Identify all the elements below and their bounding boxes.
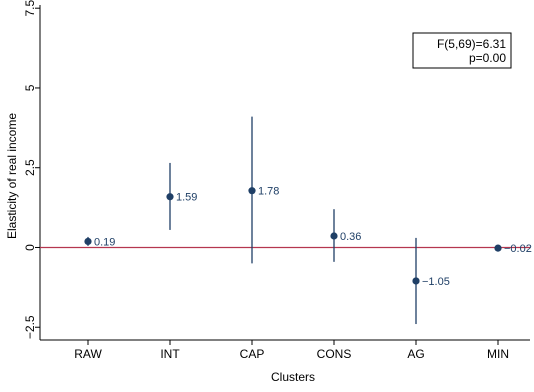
y-tick-label: 7.5 xyxy=(23,0,37,17)
y-tick-label: −2.5 xyxy=(23,315,37,339)
annotation-box xyxy=(412,32,512,69)
x-tick-label: AG xyxy=(407,347,424,361)
data-label: 1.59 xyxy=(176,192,197,204)
data-point xyxy=(412,277,420,285)
y-tick-label: 2.5 xyxy=(23,159,37,176)
data-point xyxy=(330,232,338,240)
x-tick-label: INT xyxy=(160,347,180,361)
data-point xyxy=(166,193,174,201)
data-label: −0.02 xyxy=(504,243,532,255)
x-tick-label: RAW xyxy=(74,347,102,361)
data-label: −1.05 xyxy=(422,276,450,288)
x-tick-label: CONS xyxy=(317,347,352,361)
annotation-line2: p=0.00 xyxy=(469,51,506,65)
y-tick-label: 5 xyxy=(23,84,37,91)
data-label: 1.78 xyxy=(258,186,279,198)
data-label: 0.36 xyxy=(340,231,361,243)
annotation-line1: F(5,69)=6.31 xyxy=(437,37,506,51)
y-axis-label: Elasticity of real income xyxy=(5,113,19,239)
x-tick-label: MIN xyxy=(487,347,509,361)
data-point xyxy=(494,244,502,252)
axes: −2.5 0 2.5 5 7.5 RAW INT CAP CONS AG MIN xyxy=(23,0,530,361)
marks: 0.19 1.59 1.78 0.36 −1.05 −0.02 xyxy=(40,116,532,325)
annotation: F(5,69)=6.31 p=0.00 xyxy=(412,32,512,69)
data-label: 0.19 xyxy=(94,236,115,248)
y-tick-label: 0 xyxy=(23,244,37,251)
x-axis-label: Clusters xyxy=(271,370,315,384)
x-tick-label: CAP xyxy=(240,347,265,361)
data-point xyxy=(84,237,92,246)
data-point xyxy=(248,187,256,195)
